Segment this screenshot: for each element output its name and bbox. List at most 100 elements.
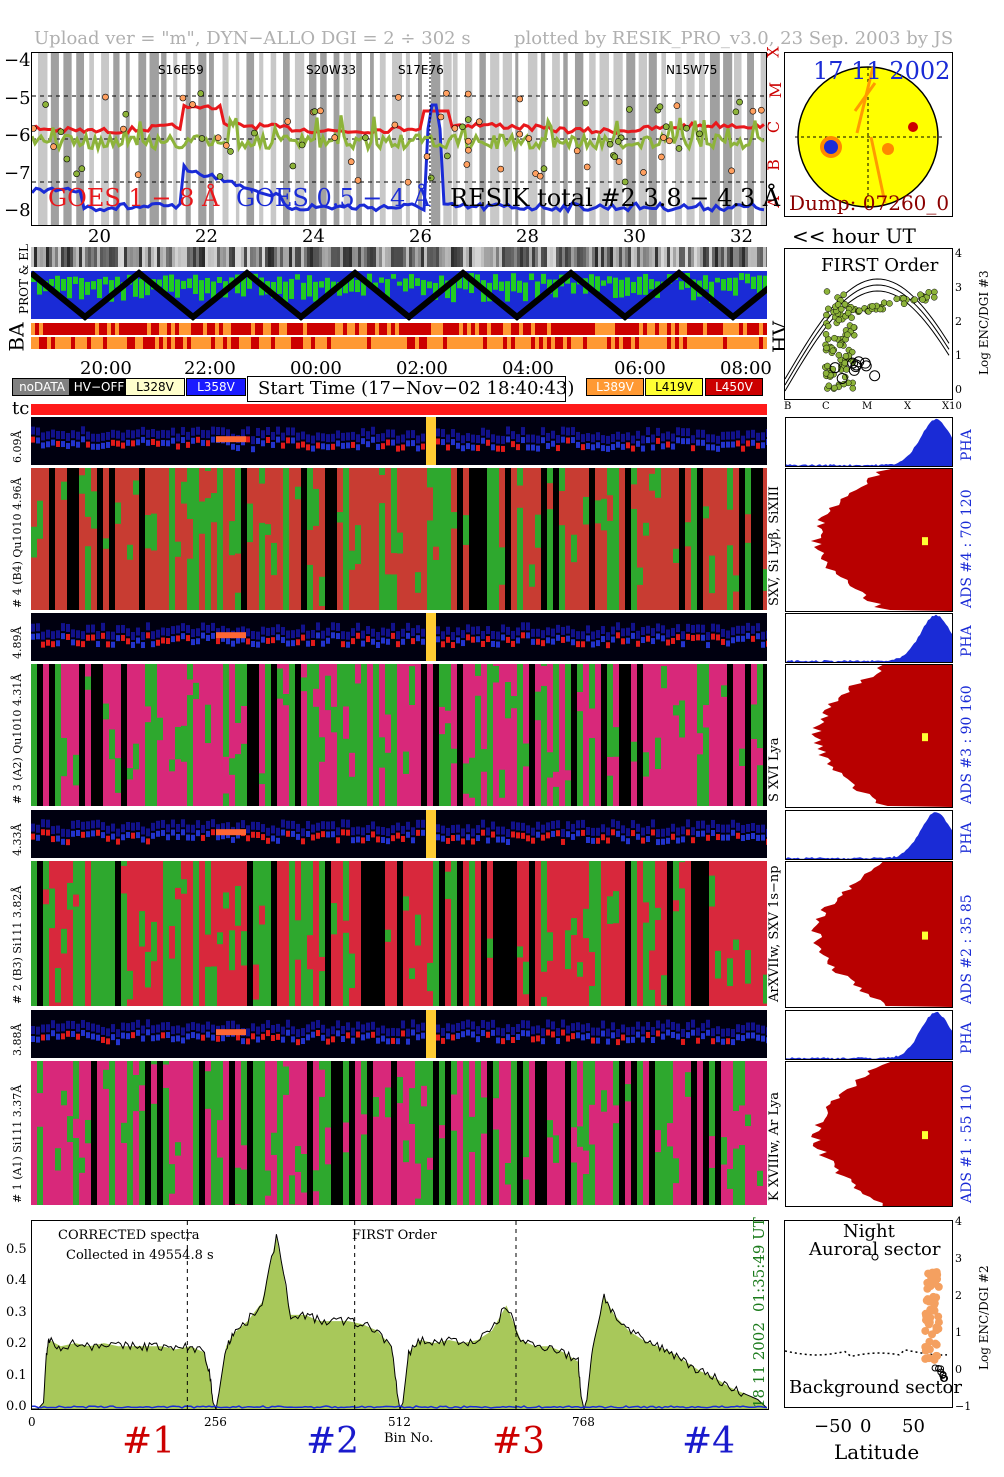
pha-cell-bg xyxy=(346,1022,350,1031)
pha-cell-bg xyxy=(256,631,260,640)
spectrum-plot xyxy=(32,1221,768,1409)
pha-cell xyxy=(671,637,675,644)
pha-cell xyxy=(621,638,625,645)
pha-cell-bg xyxy=(321,1024,325,1033)
pha-cell-bg xyxy=(366,431,370,440)
pha-cell xyxy=(331,632,335,639)
spectrogram-patch xyxy=(655,468,661,498)
pha-cell-bg xyxy=(216,426,220,435)
hv-cell xyxy=(707,337,711,349)
pha-cell xyxy=(571,639,575,646)
hv-cell xyxy=(71,337,75,349)
prot-strip-cell xyxy=(133,247,136,267)
fo-point xyxy=(886,300,893,307)
prot-green xyxy=(211,281,216,303)
pha-cell-bg xyxy=(596,630,600,639)
pha-cell xyxy=(136,439,140,446)
spectrogram-column xyxy=(367,861,373,1006)
prot-strip-cell xyxy=(328,247,331,267)
pha-cell xyxy=(611,444,615,451)
pha-cell-bg xyxy=(566,1025,570,1034)
hv-cell xyxy=(215,337,219,349)
pha-cell-bg xyxy=(331,821,335,830)
pha-cell xyxy=(146,632,150,639)
pha-cell xyxy=(711,444,715,451)
pha-cell-bg xyxy=(686,1022,690,1031)
pha-cell xyxy=(531,444,535,451)
ba-cell xyxy=(487,323,491,335)
hv-cell xyxy=(191,337,195,349)
pha-cell xyxy=(496,1037,500,1044)
spectrogram-patch xyxy=(451,512,457,529)
ba-cell xyxy=(635,323,639,335)
resik-point xyxy=(516,130,523,138)
spectrogram-column xyxy=(559,664,565,806)
pha-cell xyxy=(391,835,395,842)
hv-cell xyxy=(355,337,359,349)
pha-cell xyxy=(556,634,560,641)
spectrogram-column xyxy=(379,664,385,806)
pha-cell-bg xyxy=(676,827,680,836)
prot-strip-cell xyxy=(463,247,466,267)
pha-cell xyxy=(551,638,555,645)
pha-cell xyxy=(521,1030,525,1037)
hv-cell xyxy=(327,337,331,349)
pha-cell xyxy=(411,638,415,645)
spectrogram-column xyxy=(421,861,427,1006)
time-tick: 06:00 xyxy=(614,358,666,379)
pha-cell-bg xyxy=(616,622,620,631)
prot-strip-cell xyxy=(37,247,40,267)
spectrogram-column xyxy=(661,1061,667,1205)
pha-cell xyxy=(596,837,600,844)
pha-label: 3.88Å xyxy=(11,1023,24,1056)
pha-cell xyxy=(96,829,100,836)
pha-cell-bg xyxy=(61,623,65,632)
prot-strip-cell xyxy=(253,247,256,267)
hv-cell xyxy=(471,337,475,349)
hv-cell xyxy=(763,337,767,349)
pha-cell-bg xyxy=(761,631,765,640)
spectrogram-patch xyxy=(673,705,679,716)
pha-cell xyxy=(516,444,520,451)
spectrogram-column xyxy=(37,468,43,610)
fo-point xyxy=(823,344,830,352)
status-strips xyxy=(31,247,767,351)
pha-cell xyxy=(536,831,540,838)
hv-cell xyxy=(639,337,643,349)
pha-cell xyxy=(686,438,690,445)
hv-cell xyxy=(655,337,659,349)
pha-cell-bg xyxy=(256,427,260,436)
prot-green xyxy=(427,281,432,289)
spectrogram-column xyxy=(307,861,313,1006)
hv-cell xyxy=(267,337,271,349)
prot-green xyxy=(361,282,366,296)
prot-strip-cell xyxy=(340,247,343,267)
pha-strip-plot xyxy=(31,417,767,465)
pha-cell xyxy=(116,838,120,845)
pha-cell xyxy=(206,1031,210,1038)
spectrogram-patch xyxy=(55,1148,61,1171)
pha-cell xyxy=(241,439,245,446)
pha-cell xyxy=(256,437,260,444)
spectrogram-column xyxy=(181,1061,187,1205)
pha-cell xyxy=(131,1032,135,1039)
pha-side-label: PHA xyxy=(959,429,975,461)
pha-cell-bg xyxy=(81,426,85,435)
pha-cell-bg xyxy=(741,625,745,634)
hv-cell xyxy=(75,337,79,349)
spectrogram-column xyxy=(649,468,655,610)
spectrogram-patch xyxy=(763,569,767,591)
resik-point xyxy=(666,137,673,145)
pha-cell xyxy=(491,444,495,451)
latitude-point xyxy=(934,1312,943,1321)
fo-ring xyxy=(836,372,848,384)
pha-cell xyxy=(716,834,720,841)
spectrogram-column xyxy=(223,664,229,806)
prot-strip-cell xyxy=(301,247,304,267)
fo-point xyxy=(829,347,837,355)
prot-label: PROT & EL xyxy=(17,244,31,314)
hv-cell xyxy=(211,337,215,349)
pha-cell xyxy=(81,436,85,443)
hv-cell xyxy=(179,337,183,349)
pha-cell xyxy=(311,639,315,646)
